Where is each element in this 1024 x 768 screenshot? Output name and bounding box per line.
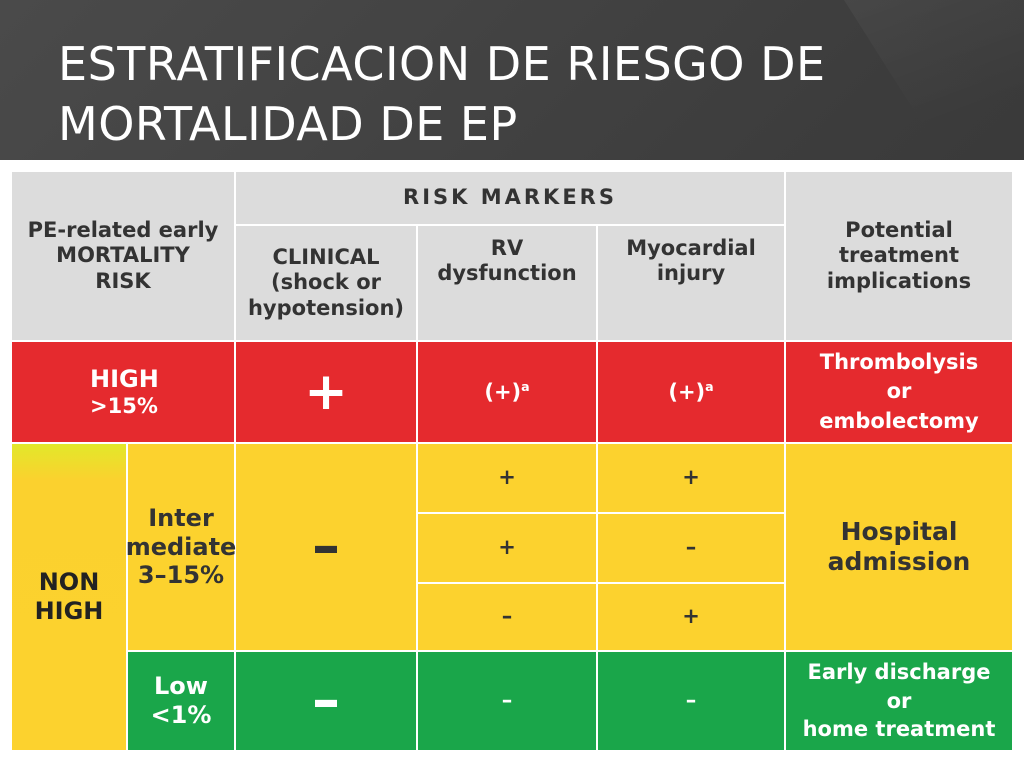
high-treatment-line-1: Thrombolysis — [819, 349, 979, 374]
high-rv-superscript: a — [521, 378, 530, 394]
high-label: HIGH — [90, 365, 159, 393]
high-myocardial-text: (+) — [668, 379, 706, 404]
header-mortality-risk: PE-related early MORTALITY RISK — [12, 172, 234, 340]
intermediate-treatment: Hospital admission — [786, 444, 1012, 650]
intermediate-rv-2-value: + — [498, 535, 516, 560]
high-range: >15% — [90, 393, 158, 418]
intermediate-rv-1: + — [418, 444, 596, 512]
low-treatment-line-2: or — [886, 688, 912, 713]
intermediate-divider-1 — [418, 512, 784, 514]
high-clinical: + — [236, 342, 416, 442]
title-line-1: ESTRATIFICACION DE RIESGO DE — [58, 37, 826, 91]
low-treatment-line-3: home treatment — [802, 717, 996, 742]
intermediate-rv-2: + — [418, 514, 596, 582]
intermediate-myocardial-2: – — [598, 514, 784, 582]
intermediate-myocardial-2-value: – — [685, 535, 697, 560]
high-rv-text: (+) — [484, 379, 522, 404]
high-clinical-value: + — [304, 361, 348, 422]
intermediate-line-1: Inter — [148, 503, 214, 532]
low-rv: – — [418, 652, 596, 750]
header-rv-line-2: dysfunction — [437, 261, 577, 286]
header-treatment-line-2: treatment — [839, 243, 959, 268]
intermediate-label: Inter mediate 3–15% — [125, 444, 237, 650]
header-myocardial-injury: Myocardial injury — [598, 226, 784, 340]
intermediate-line-2: mediate — [125, 532, 237, 561]
low-treatment-line-1: Early discharge — [807, 660, 991, 685]
low-rv-value: – — [501, 688, 513, 713]
risk-table: PE-related early MORTALITY RISK RISK MAR… — [0, 160, 1024, 768]
header-rv-line-1: RV — [490, 236, 524, 260]
intermediate-line-3: 3–15% — [137, 561, 225, 590]
non-high-label: NON HIGH — [12, 444, 126, 750]
header-clinical: CLINICAL (shock or hypotension) — [236, 226, 416, 340]
low-myocardial-value: – — [685, 688, 697, 713]
intermediate-treatment-line-2: admission — [827, 547, 971, 576]
slide-title: ESTRATIFICACION DE RIESGO DE MORTALIDAD … — [58, 34, 958, 154]
title-line-2: MORTALIDAD DE EP — [58, 97, 518, 151]
header-risk-markers: RISK MARKERS — [236, 172, 784, 224]
header-rv-dysfunction: RV dysfunction — [418, 226, 596, 340]
intermediate-clinical-value: – — [312, 514, 340, 580]
intermediate-divider-2 — [418, 582, 784, 584]
low-risk-label: Low <1% — [128, 652, 234, 750]
intermediate-myocardial-1-value: + — [682, 465, 700, 490]
intermediate-rv-1-value: + — [498, 465, 516, 490]
high-myocardial-superscript: a — [705, 378, 714, 394]
header-mortality-line-1: PE-related early — [27, 218, 219, 243]
risk-markers-label: RISK MARKERS — [403, 185, 617, 210]
header-mortality-line-3: RISK — [95, 268, 151, 293]
header-treatment-line-3: implications — [826, 268, 972, 293]
header-myocardial-line-1: Myocardial — [626, 236, 756, 260]
intermediate-myocardial-3-value: + — [682, 604, 700, 629]
non-high-divider — [126, 444, 128, 750]
low-range: <1% — [150, 701, 212, 729]
header-clinical-line-3: hypotension) — [247, 295, 404, 320]
low-label: Low — [154, 672, 208, 701]
non-high-line-1: NON — [38, 568, 100, 597]
intermediate-myocardial-3: + — [598, 584, 784, 650]
header-treatment: Potential treatment implications — [786, 172, 1012, 340]
high-treatment-line-3: embolectomy — [819, 408, 979, 433]
high-rv: (+)a — [418, 342, 596, 442]
header-clinical-line-1: CLINICAL — [272, 245, 380, 270]
header-treatment-line-1: Potential — [845, 218, 953, 243]
intermediate-clinical: – — [236, 444, 416, 650]
intermediate-myocardial-1: + — [598, 444, 784, 512]
high-risk-label: HIGH >15% — [12, 342, 234, 442]
high-treatment: Thrombolysis or embolectomy — [786, 342, 1012, 442]
high-myocardial: (+)a — [598, 342, 784, 442]
low-clinical-value: – — [312, 668, 340, 734]
intermediate-treatment-line-1: Hospital — [840, 517, 958, 546]
high-rv-value: (+)a — [484, 379, 529, 405]
low-treatment: Early discharge or home treatment — [786, 652, 1012, 750]
header-clinical-line-2: (shock or — [271, 270, 381, 295]
header-myocardial-line-2: injury — [656, 261, 726, 286]
high-treatment-line-2: or — [886, 379, 912, 404]
header-mortality-line-2: MORTALITY — [56, 243, 190, 268]
high-myocardial-value: (+)a — [668, 379, 713, 405]
non-high-line-2: HIGH — [34, 597, 104, 625]
intermediate-rv-3: – — [418, 584, 596, 650]
intermediate-rv-3-value: – — [501, 604, 513, 629]
low-myocardial: – — [598, 652, 784, 750]
low-clinical: – — [236, 652, 416, 750]
